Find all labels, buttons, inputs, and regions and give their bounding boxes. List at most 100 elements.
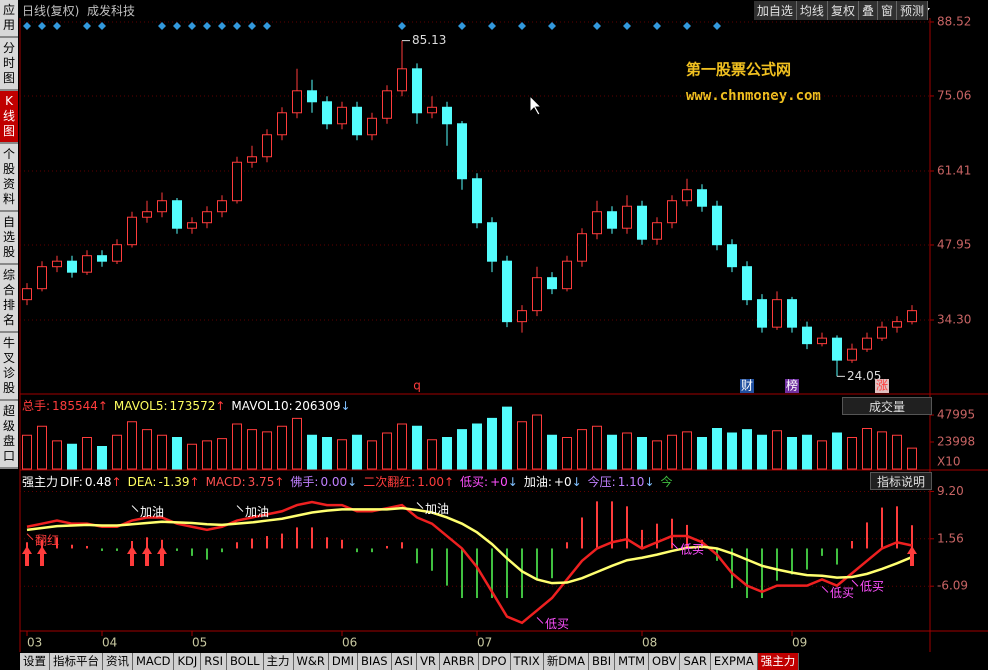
- side-tab[interactable]: 综合排名: [0, 265, 18, 333]
- volume-legend: 总手: 185544↑ MAVOL5: 173572↑ MAVOL10: 206309↓: [22, 397, 357, 414]
- tab[interactable]: BIAS: [358, 653, 392, 670]
- volume-bar: [472, 423, 482, 470]
- tab[interactable]: OBV: [649, 653, 681, 670]
- candle-body: [802, 326, 812, 345]
- volume-bar: [712, 428, 722, 470]
- signal-diamond: [398, 22, 406, 30]
- legend-trend: ↓: [507, 475, 518, 489]
- side-tab[interactable]: 个股资料: [0, 144, 18, 212]
- signal-diamond: [23, 22, 31, 30]
- volume-bar: [502, 406, 512, 470]
- tab[interactable]: DPO: [478, 653, 511, 670]
- candle-body: [52, 260, 62, 268]
- tab[interactable]: 设置: [20, 653, 50, 670]
- x-tick-label: 06: [342, 636, 357, 650]
- tab[interactable]: KDJ: [174, 653, 202, 670]
- tab[interactable]: 资讯: [103, 653, 133, 670]
- volume-bar: [187, 443, 197, 470]
- signal-diamond: [158, 22, 166, 30]
- tab[interactable]: EXPMA: [710, 653, 758, 670]
- legend-label: 低买:: [460, 475, 489, 489]
- volume-bar: [742, 429, 752, 470]
- volume-bar: [562, 437, 572, 470]
- candle-body: [262, 134, 272, 158]
- toolbar-button[interactable]: 均线: [796, 1, 828, 20]
- tab[interactable]: TRIX: [510, 653, 544, 670]
- period: 日线(复权): [22, 4, 80, 18]
- candle-body: [862, 337, 872, 350]
- legend-value: 0.00: [320, 475, 348, 489]
- indicator-tabs: 设置 指标平台 资讯 MACD KDJ RSI BOLL 主力 W&R DMI BIAS ASI VR A…: [20, 653, 800, 670]
- tab[interactable]: DMI: [328, 653, 359, 670]
- title-bar: 日线(复权) 成发科技: [22, 2, 135, 19]
- legend-value: 185544: [52, 399, 98, 413]
- tab[interactable]: VR: [417, 653, 440, 670]
- legend-value: 206309: [294, 399, 341, 413]
- candle-body: [247, 156, 257, 163]
- volume-bar: [607, 434, 617, 470]
- candle-body: [697, 189, 707, 207]
- volume-bar: [832, 432, 842, 470]
- legend-value: +0: [490, 475, 508, 489]
- high-label: 85.13: [412, 33, 446, 47]
- toolbar-button[interactable]: 加自选: [753, 1, 797, 20]
- legend-value: 1.10: [617, 475, 645, 489]
- candle-body: [742, 266, 752, 301]
- signal-diamond: [188, 22, 196, 30]
- toolbar-button[interactable]: 叠: [858, 1, 878, 20]
- signal-arrow: [671, 542, 679, 550]
- toolbar-button[interactable]: 窗: [877, 1, 897, 20]
- tab[interactable]: ARBR: [439, 653, 479, 670]
- volume-bar: [547, 434, 557, 470]
- signal-diamond: [218, 22, 226, 30]
- side-tab[interactable]: 分时图: [0, 38, 18, 91]
- candle-body: [172, 200, 182, 229]
- stock-name: 成发科技: [87, 4, 136, 18]
- candle-body: [622, 205, 632, 229]
- candle-body: [487, 222, 497, 262]
- toolbar-button[interactable]: 预测: [896, 1, 928, 20]
- tab[interactable]: 主力: [263, 653, 294, 670]
- tab[interactable]: BBI: [588, 653, 616, 670]
- side-tab[interactable]: 牛叉诊股: [0, 333, 18, 401]
- indicator-line: [26, 500, 913, 625]
- tab[interactable]: 指标平台: [50, 653, 103, 670]
- tab[interactable]: MACD: [133, 653, 175, 670]
- volume-bar: [817, 440, 827, 470]
- y-tick-label: 88.52: [937, 14, 971, 28]
- candle-body: [202, 211, 212, 224]
- side-tab[interactable]: 应用: [0, 0, 18, 38]
- toolbar-button[interactable]: 复权: [827, 1, 859, 20]
- volume-bar: [262, 431, 272, 470]
- tab[interactable]: 新DMA: [543, 653, 589, 670]
- legend-value: 1.00: [417, 475, 444, 489]
- tab[interactable]: MTM: [615, 653, 650, 670]
- side-tab[interactable]: 超级盘口: [0, 401, 18, 469]
- candle-body: [757, 299, 767, 328]
- signal-diamond: [458, 22, 466, 30]
- side-tab[interactable]: 自选股: [0, 212, 18, 265]
- cursor: [529, 94, 543, 116]
- tab[interactable]: SAR: [680, 653, 711, 670]
- indicator-selector[interactable]: 成交量: [842, 397, 932, 415]
- signal-arrow-up: [127, 546, 137, 566]
- side-tab[interactable]: K线图: [0, 91, 18, 144]
- sidebar: 应用 分时图 K线图 个股资料 自选股 综合排名 牛叉诊股 超级盘口: [0, 0, 19, 480]
- legend-value: -1.39: [158, 475, 190, 489]
- signal-arrow: [851, 579, 859, 587]
- legend-label: DIF:: [60, 475, 83, 489]
- tab[interactable]: W&R: [293, 653, 329, 670]
- volume-bar: [37, 425, 47, 470]
- tab[interactable]: ASI: [391, 653, 418, 670]
- signal-diamond: [203, 22, 211, 30]
- tab[interactable]: 强主力: [757, 653, 800, 670]
- tab[interactable]: BOLL: [226, 653, 264, 670]
- candle-body: [412, 68, 422, 114]
- x-tick-label: 09: [792, 636, 807, 650]
- volume-bar: [652, 440, 662, 470]
- help-button[interactable]: 指标说明: [870, 472, 932, 490]
- tab[interactable]: RSI: [201, 653, 227, 670]
- volume-bar: [592, 425, 602, 470]
- marker-bg: [875, 379, 889, 393]
- legend-trend: ↑: [274, 475, 285, 489]
